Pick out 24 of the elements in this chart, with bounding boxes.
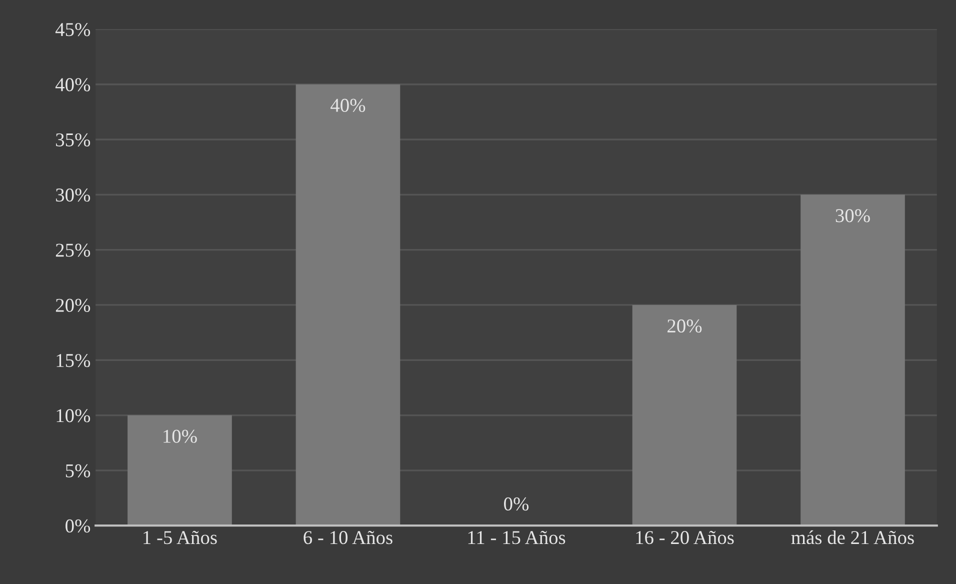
x-tick-label: 11 - 15 Años <box>468 530 566 544</box>
data-label: 0% <box>504 497 529 511</box>
bar <box>632 304 737 526</box>
y-tick-label: 25% <box>56 244 90 257</box>
y-tick-label: 35% <box>56 133 90 147</box>
y-tick-label: 45% <box>55 23 90 36</box>
x-tick-label: 6 - 10 Años <box>304 530 392 544</box>
x-tick-label: 1 -5 Años <box>144 530 217 544</box>
data-label: 40% <box>330 98 366 112</box>
y-tick-label: 15% <box>56 354 90 368</box>
bar <box>128 415 232 526</box>
y-tick-label: 40% <box>55 78 90 92</box>
data-label: 10% <box>164 430 197 443</box>
data-label: 30% <box>836 209 870 222</box>
y-tick-label: 30% <box>56 188 90 202</box>
bar <box>800 194 905 526</box>
bar <box>296 84 400 526</box>
x-tick-label: 16 - 20 Años <box>636 530 734 544</box>
data-label: 20% <box>668 319 702 333</box>
y-tick-label: 0% <box>66 519 90 533</box>
y-tick-label: 5% <box>66 464 90 478</box>
y-tick-label: 10% <box>56 409 90 422</box>
y-tick-label: 20% <box>56 298 90 312</box>
x-tick-label: más de 21 Años <box>791 530 914 544</box>
